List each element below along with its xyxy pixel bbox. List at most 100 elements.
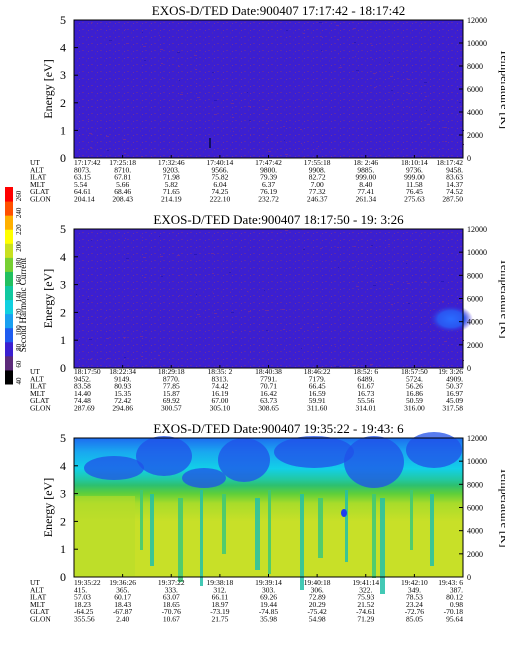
table-cell: 63.73 — [260, 396, 277, 405]
heatmap-speck — [423, 262, 424, 263]
heatmap-speck — [443, 113, 444, 114]
table-cell: 19:38:18 — [207, 578, 234, 587]
table-cell: 18.65 — [163, 600, 180, 609]
table-cell: 18:40:38 — [255, 367, 282, 376]
table-cell: 61.67 — [357, 382, 374, 391]
table-cell: -74.61 — [356, 607, 376, 616]
heatmap-speck — [425, 302, 427, 303]
heatmap-speck — [353, 28, 356, 29]
heatmap-area — [74, 20, 464, 158]
table-cell: 63.07 — [163, 593, 180, 602]
colorbar-swatch — [5, 285, 13, 301]
table-cell: 64.61 — [74, 187, 91, 196]
table-cell: 316.00 — [404, 404, 425, 413]
y-right-tick-label: 6000 — [467, 295, 483, 304]
heatmap-speck — [180, 94, 183, 95]
heatmap-speck — [265, 109, 268, 110]
y-right-tick-label: 6000 — [467, 504, 483, 513]
y-axis-label: Energy [eV] — [41, 59, 55, 118]
table-cell: 19:42:10 — [401, 578, 428, 587]
heatmap-speck — [176, 235, 177, 236]
table-cell: 77.32 — [309, 187, 326, 196]
heatmap-speck — [355, 266, 356, 267]
heatmap-speck — [339, 67, 342, 68]
table-cell: 9566. — [211, 165, 228, 174]
table-cell: 74.42 — [211, 382, 228, 391]
table-cell: 82.72 — [309, 173, 326, 182]
table-cell: 67.81 — [114, 173, 131, 182]
heatmap-speck — [248, 311, 251, 312]
table-cell: 19:37:22 — [158, 578, 185, 587]
table-cell: 54.98 — [309, 615, 326, 624]
colorbar-swatch — [5, 201, 13, 216]
table-cell: 6489. — [357, 374, 374, 383]
heatmap-speck — [264, 290, 265, 291]
table-cell: -73.19 — [210, 607, 230, 616]
table-cell: 18.43 — [114, 600, 131, 609]
table-cell: 19:41:14 — [352, 578, 379, 587]
y-right-tick-label: 0 — [467, 573, 471, 582]
table-cell: 16.86 — [406, 389, 423, 398]
heatmap-speck — [373, 73, 376, 74]
heatmap-speck — [109, 40, 112, 41]
y-axis-label: Energy [eV] — [41, 478, 55, 537]
colorbar: Second Harmonic Current 40 60 80 100 120 140 1… — [5, 187, 28, 385]
table-cell: 19:36:26 — [109, 578, 136, 587]
table-cell: 18:17:50 — [74, 367, 101, 376]
heatmap-speck — [179, 295, 180, 296]
table-cell: 16.59 — [309, 389, 326, 398]
heatmap-streak — [380, 498, 385, 594]
colorbar-swatch — [5, 341, 13, 357]
y-right-tick-label: 4000 — [467, 527, 483, 536]
heatmap-speck — [266, 123, 268, 124]
table-cell: 355.56 — [74, 615, 95, 624]
table-cell: 322. — [359, 585, 372, 594]
table-cell: -70.76 — [162, 607, 182, 616]
table-row-label: MLT — [30, 180, 46, 189]
heatmap-speck — [445, 141, 447, 142]
heatmap-speck — [249, 331, 251, 332]
heatmap-background — [74, 229, 463, 368]
heatmap-speck — [214, 100, 217, 101]
colorbar-swatch — [5, 369, 13, 385]
table-cell: 21.52 — [357, 600, 374, 609]
heatmap-speck — [337, 247, 339, 248]
table-cell: 17:25:18 — [109, 158, 136, 167]
table-cell: 74.48 — [74, 396, 91, 405]
heatmap-speck — [108, 239, 109, 240]
heatmap-speck — [89, 339, 92, 340]
heatmap-speck — [230, 292, 231, 293]
heatmap-streak — [209, 138, 211, 148]
table-cell: 9736. — [406, 165, 423, 174]
heatmap-speck — [88, 319, 89, 320]
heatmap-cloud — [136, 436, 192, 476]
table-cell: 17:55:18 — [304, 158, 331, 167]
table-row-label: MLT — [30, 600, 46, 609]
heatmap-blob — [429, 305, 473, 333]
heatmap-speck — [335, 346, 336, 347]
table-cell: 7.00 — [311, 180, 324, 189]
heatmap-speck — [90, 359, 92, 360]
colorbar-swatch — [5, 243, 13, 258]
table-cell: 275.63 — [404, 195, 425, 204]
heatmap-speck — [266, 330, 268, 331]
table-cell: 76.19 — [260, 187, 277, 196]
y-tick-label: 3 — [60, 68, 66, 82]
table-cell: 60.17 — [114, 593, 131, 602]
heatmap-speck — [141, 356, 143, 357]
y-tick-label: 1 — [60, 333, 66, 347]
table-cell: 69.92 — [163, 396, 180, 405]
heatmap-speck — [160, 256, 163, 257]
table-cell: 18.23 — [74, 600, 91, 609]
heatmap-speck — [232, 332, 234, 333]
table-cell: 317.58 — [442, 404, 463, 413]
table-cell: 15.35 — [114, 389, 131, 398]
heatmap-speck — [250, 134, 251, 135]
table-cell: 19: 3:26 — [438, 367, 463, 376]
heatmap-speck — [390, 76, 393, 77]
table-cell: 306. — [311, 585, 324, 594]
table-cell: 78.53 — [406, 593, 423, 602]
heatmap-speck — [317, 327, 319, 328]
colorbar-label: Second Harmonic Current — [18, 257, 28, 352]
colorbar-tick-label: 120 — [15, 308, 23, 319]
